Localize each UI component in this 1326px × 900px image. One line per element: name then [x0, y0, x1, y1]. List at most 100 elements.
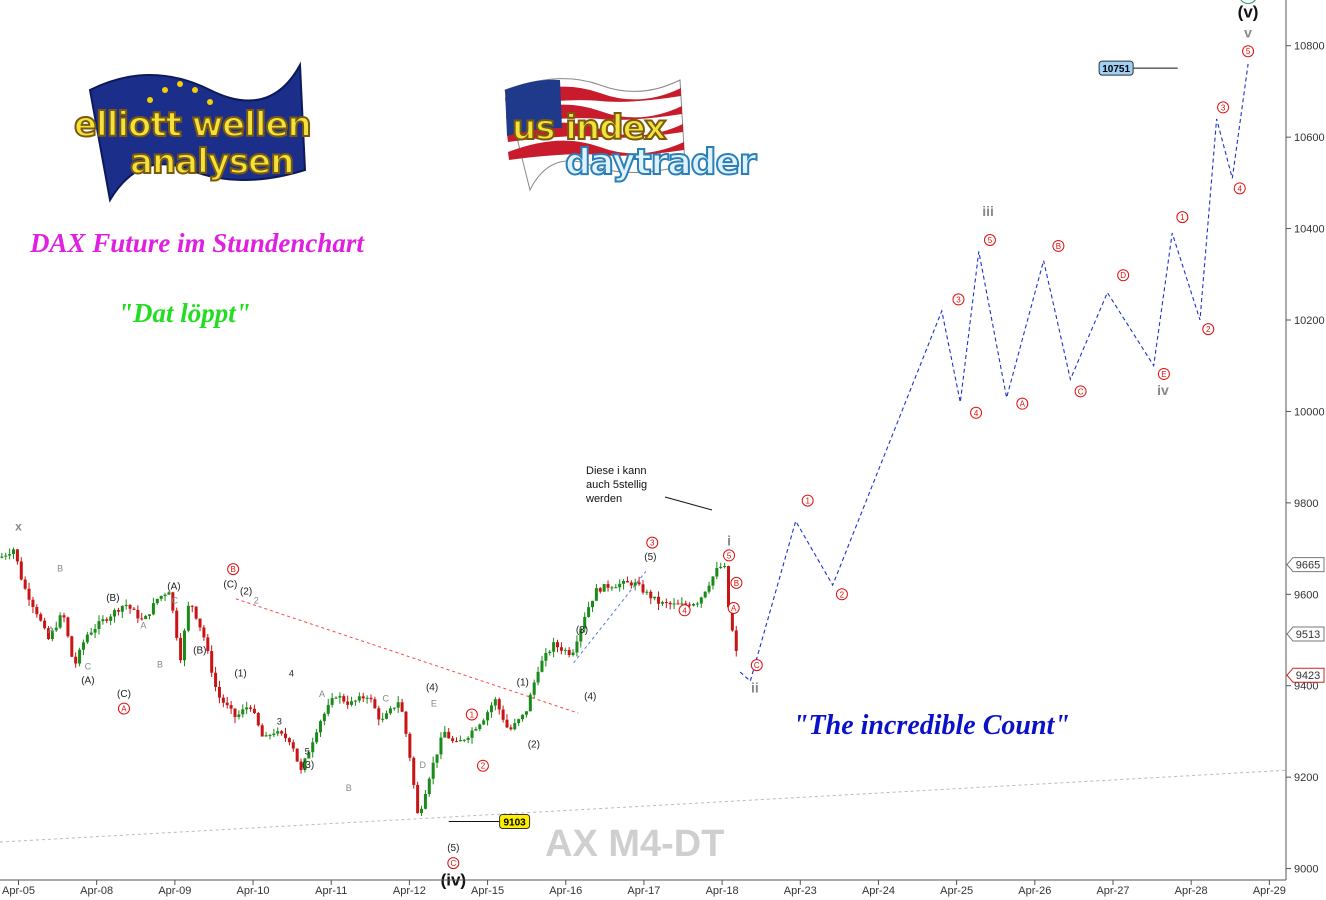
candle-body	[365, 697, 369, 699]
circled-label-text: c	[1244, 0, 1251, 3]
candle-body	[532, 682, 536, 695]
circled-label-ring	[1052, 239, 1065, 252]
candle-body	[194, 606, 198, 619]
circled-label-ring	[1117, 269, 1130, 282]
candle-body	[680, 603, 684, 605]
y-tick-label: 9600	[1294, 589, 1318, 601]
candle-body	[583, 616, 587, 629]
candle-body	[719, 566, 723, 569]
candle-body	[618, 583, 622, 588]
candle-body	[171, 592, 175, 611]
candle-body	[318, 721, 322, 733]
circled-wave-label: A	[1016, 397, 1029, 410]
candle-body	[113, 610, 117, 617]
candle-body	[54, 627, 58, 631]
candle-body	[338, 696, 342, 698]
x-tick-label: Apr-27	[1096, 885, 1129, 897]
candle-body	[451, 738, 455, 742]
candle-body	[486, 712, 490, 721]
candle-body	[357, 696, 361, 701]
wave-label: (2)	[240, 586, 252, 597]
circled-label-ring	[1242, 45, 1255, 58]
candle-body	[233, 708, 237, 717]
candle-body	[186, 605, 190, 631]
candle-body	[249, 707, 253, 709]
candle-body	[116, 610, 120, 612]
candle-body	[590, 600, 594, 608]
candle-body	[136, 609, 140, 619]
circled-label-ring	[465, 708, 478, 721]
candle-body	[8, 554, 12, 556]
price-tag-text: 9103	[503, 817, 526, 828]
candle-body	[707, 585, 711, 592]
candle-body	[89, 632, 93, 635]
candle-body	[431, 762, 435, 779]
circled-label-ring	[476, 759, 489, 772]
us-index-daytrader-logo: us index daytrader	[500, 70, 780, 200]
wave-label: (4)	[426, 682, 438, 693]
circled-label-text: B	[1056, 242, 1061, 251]
wave-label: (C)	[223, 579, 237, 590]
circled-label-text: 4	[974, 409, 979, 418]
wave-label: A	[48, 625, 54, 635]
candle-body	[140, 618, 144, 620]
wave-label: ii	[751, 680, 759, 696]
candle-body	[668, 602, 672, 605]
candle-body	[412, 757, 416, 785]
candle-body	[602, 584, 606, 592]
x-tick-label: Apr-15	[471, 885, 504, 897]
candle-body	[225, 702, 229, 706]
candle-body	[420, 808, 424, 814]
circled-wave-label: 5	[983, 234, 996, 246]
candle-body	[260, 725, 264, 737]
candle-body	[548, 651, 552, 654]
wave-label: A	[319, 689, 325, 699]
circled-label-text: A	[1020, 400, 1026, 409]
candle-body	[734, 630, 738, 651]
price-tag-box	[1098, 60, 1134, 76]
candle-body	[19, 561, 23, 580]
candle-body	[637, 582, 641, 585]
circled-wave-label: B	[730, 576, 743, 589]
candle-body	[315, 732, 319, 743]
projection-line	[739, 63, 1249, 683]
circled-wave-label: 4	[970, 406, 983, 419]
x-axis: Apr-05 Apr-08 Apr-09 Apr-10 Apr-11 Apr-12 Apr-…	[0, 879, 1286, 897]
candle-body	[552, 642, 556, 652]
circled-label-text: B	[230, 565, 235, 574]
candle-body	[544, 653, 548, 661]
candle-body	[46, 628, 50, 640]
candle-body	[206, 637, 210, 652]
circled-label-text: 2	[481, 762, 486, 771]
wave-label: B	[346, 783, 352, 793]
candle-body	[148, 614, 152, 616]
candle-body	[501, 709, 505, 720]
x-tick-label: Apr-05	[2, 885, 35, 897]
circled-label-text: 1	[1180, 213, 1185, 222]
wave-label: (1)	[234, 669, 246, 680]
circled-label-text: C	[450, 859, 456, 868]
candle-body	[730, 607, 734, 631]
candle-body	[699, 597, 703, 604]
wave-label: (1)	[517, 678, 529, 689]
candle-body	[330, 698, 334, 705]
wave-label: (5)	[447, 843, 459, 854]
candle-body	[221, 697, 225, 703]
candle-body	[645, 591, 649, 593]
candle-body	[423, 794, 427, 809]
candle-body	[676, 603, 680, 605]
candle-body	[629, 582, 633, 586]
circled-label-text: B	[734, 579, 739, 588]
candle-body	[497, 699, 501, 710]
candle-body	[563, 649, 567, 651]
x-tick-label: Apr-28	[1175, 885, 1208, 897]
candle-body	[151, 603, 155, 615]
x-tick-label: Apr-08	[80, 885, 113, 897]
candle-body	[478, 724, 482, 730]
candle-body	[58, 615, 62, 628]
x-tick-label: Apr-16	[549, 885, 582, 897]
candle-body	[15, 549, 19, 562]
circled-wave-label: 4	[678, 604, 691, 617]
elliott-wellen-logo: elliott wellen analysen	[70, 60, 330, 210]
circled-label-ring	[801, 494, 814, 507]
